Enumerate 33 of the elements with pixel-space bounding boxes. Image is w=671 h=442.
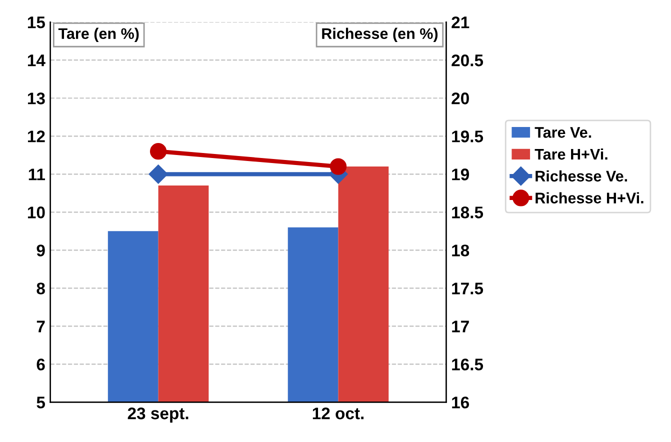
y2-tick-label: 19.5 xyxy=(452,130,484,142)
legend-label: Richesse Ve. xyxy=(536,170,628,182)
point xyxy=(148,164,168,184)
x-tick-label: 23 sept. xyxy=(128,408,188,423)
y-tick-label: 9 xyxy=(36,244,45,256)
legend-label: Richesse H+Vi. xyxy=(536,192,644,204)
y2-tick-label: 17.5 xyxy=(452,282,484,294)
y2-tick-label: 20.5 xyxy=(452,54,484,66)
y2-tick-label: 17 xyxy=(452,320,469,332)
y2-tick-label: 18 xyxy=(452,244,470,256)
y-axis-title: Tare (en %) xyxy=(58,28,139,42)
point xyxy=(330,158,347,175)
y2-tick-label: 20 xyxy=(452,92,469,104)
y-tick-label: 10 xyxy=(28,206,45,218)
y-tick-label: 5 xyxy=(36,396,45,408)
legend-label: Tare Ve. xyxy=(534,127,592,138)
x-tick-label: 12 oct. xyxy=(312,408,364,420)
y-tick-label: 15 xyxy=(28,16,45,28)
y-tick-label: 11 xyxy=(28,168,45,180)
y2-tick-label: 21 xyxy=(452,16,470,28)
y-tick-label: 8 xyxy=(36,282,45,294)
legend-label: Tare H+Vi. xyxy=(534,148,608,160)
y2-tick-label: 16 xyxy=(452,396,470,408)
y-tick-label: 7 xyxy=(36,320,45,332)
y2-axis-title: Richesse (en %) xyxy=(322,28,438,42)
y2-tick-label: 16.5 xyxy=(452,358,484,370)
y-tick-label: 14 xyxy=(28,54,46,66)
y-tick-label: 12 xyxy=(28,130,45,142)
y2-tick-label: 18.5 xyxy=(452,206,484,218)
y-tick-label: 6 xyxy=(36,358,45,370)
point xyxy=(150,143,167,160)
y-tick-label: 13 xyxy=(28,92,45,104)
y2-tick-label: 19 xyxy=(452,168,469,180)
